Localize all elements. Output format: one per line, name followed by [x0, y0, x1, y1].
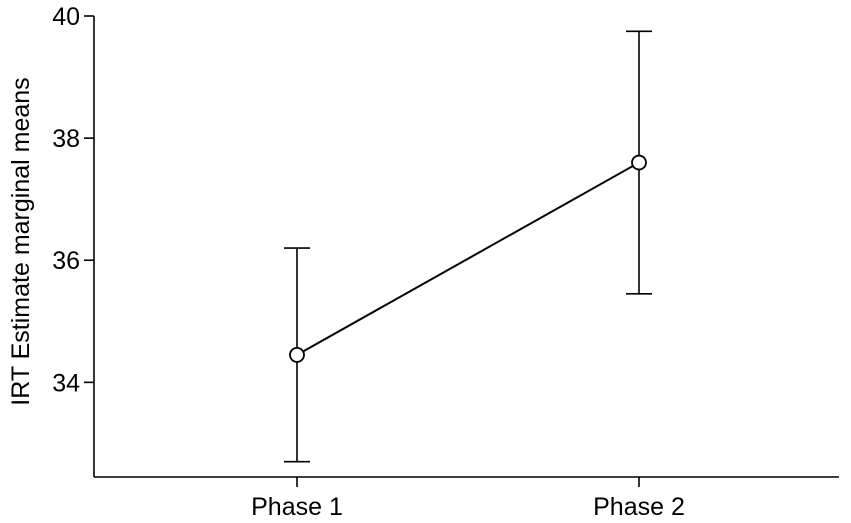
axes [93, 16, 839, 478]
y-tick-label: 36 [52, 247, 80, 275]
x-ticks: Phase 1 Phase 2 [251, 477, 685, 521]
data-point [289, 346, 305, 363]
y-tick-label: 40 [52, 3, 80, 31]
x-tick-label: Phase 2 [593, 493, 685, 521]
series-line [296, 161, 640, 356]
y-tick-label: 34 [52, 369, 80, 397]
y-axis-title: IRT Estimate marginal means [7, 77, 35, 405]
series [284, 30, 652, 463]
y-tick-label: 38 [52, 125, 80, 153]
y-ticks: 34 36 38 40 [52, 3, 94, 397]
data-point [631, 154, 647, 171]
x-tick-label: Phase 1 [251, 493, 343, 521]
